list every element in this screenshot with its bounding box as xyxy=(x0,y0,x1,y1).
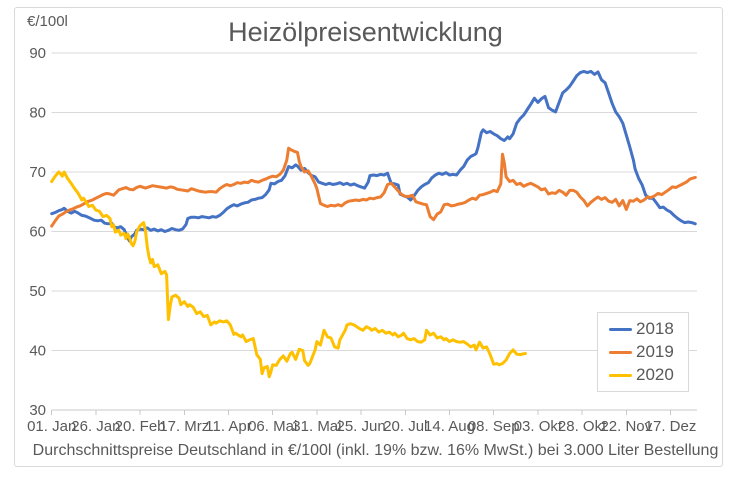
y-tick-label-80: 80 xyxy=(29,105,46,122)
x-tick-label: 20. Jul xyxy=(383,418,427,435)
legend-item-2020: 2020 xyxy=(609,366,688,384)
x-tick-label: 25. Jun xyxy=(336,418,385,435)
legend-label: 2020 xyxy=(636,365,674,384)
x-tick-label: 28. Okt xyxy=(558,418,607,435)
legend-item-2018: 2018 xyxy=(609,320,688,338)
x-tick-label: 17. Dez xyxy=(645,418,697,435)
chart-caption: Durchschnittspreise Deutschland in €/100… xyxy=(32,442,719,459)
legend-line-swatch-2019 xyxy=(609,350,632,354)
x-tick-label: 01. Jan xyxy=(27,418,76,435)
legend-line-swatch-2018 xyxy=(609,327,632,331)
legend-line-swatch-2020 xyxy=(609,373,632,377)
series-line-2018 xyxy=(50,69,697,243)
y-tick-label-50: 50 xyxy=(29,283,46,300)
x-tick-label: 03. Okt xyxy=(514,418,563,435)
y-axis-unit-label: €/100l xyxy=(27,13,68,30)
x-tick-label: 26. Jan xyxy=(71,418,120,435)
chart-title: Heizölpreisentwicklung xyxy=(228,17,503,47)
y-tick-label-30: 30 xyxy=(29,402,46,419)
x-tick-label: 14. Aug xyxy=(424,418,475,435)
legend-label: 2018 xyxy=(636,319,674,338)
y-tick-label-90: 90 xyxy=(29,45,46,62)
legend: 2018 2019 2020 xyxy=(597,312,689,392)
x-tick-label: 17. Mrz xyxy=(159,418,209,435)
x-tick-label: 08. Sep xyxy=(468,418,520,435)
x-tick-label: 06. Mai xyxy=(248,418,297,435)
y-tick-label-60: 60 xyxy=(29,224,46,241)
x-tick-label: 20. Feb xyxy=(115,418,166,435)
x-tick-label: 11. Apr xyxy=(205,418,251,435)
x-tick-label: 31. Mai xyxy=(292,418,341,435)
series-line-2020 xyxy=(50,170,527,379)
y-tick-label-40: 40 xyxy=(29,343,46,360)
y-tick-label-70: 70 xyxy=(29,164,46,181)
legend-label: 2019 xyxy=(636,342,674,361)
legend-item-2019: 2019 xyxy=(609,343,688,361)
x-tick-label: 22. Nov xyxy=(600,418,652,435)
series-line-2019 xyxy=(50,146,697,228)
